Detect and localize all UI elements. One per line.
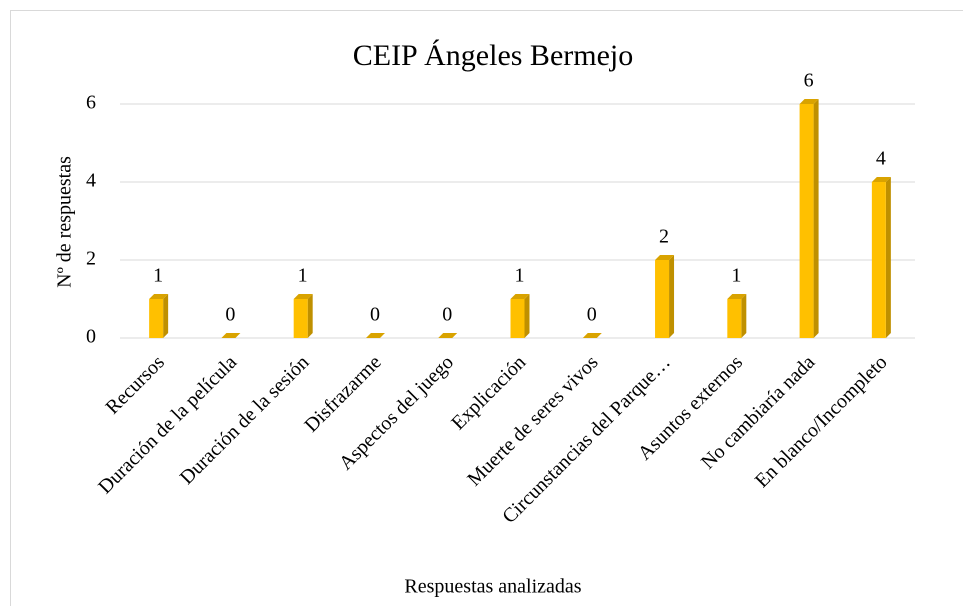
value-label: 1 (153, 265, 163, 287)
bar-top (655, 255, 675, 260)
bar-top (510, 294, 530, 299)
bar-top (799, 99, 819, 104)
bar-side (741, 294, 747, 338)
y-tick-label: 4 (86, 170, 96, 192)
bar-top (582, 333, 602, 338)
bar (799, 104, 814, 338)
bar (655, 260, 670, 338)
x-tick-label: Duración de la sesión (176, 351, 314, 489)
bar-side (669, 255, 675, 338)
chart-border (10, 10, 963, 606)
bar (510, 299, 525, 338)
bar-side (524, 294, 530, 338)
bar (727, 299, 742, 338)
bar-top (438, 333, 458, 338)
y-tick-label: 6 (86, 92, 96, 114)
bar-top (871, 177, 891, 182)
x-tick-label: Muerte de seres vivos (463, 351, 602, 490)
bar-top (727, 294, 747, 299)
value-label: 1 (515, 265, 525, 287)
value-label: 1 (731, 265, 741, 287)
bar-side (813, 99, 819, 338)
y-tick-label: 0 (86, 326, 96, 348)
value-label: 4 (876, 148, 886, 170)
bar (293, 299, 308, 338)
bar-side (885, 177, 891, 338)
bar-top (365, 333, 385, 338)
x-tick-label: En blanco/Incompleto (751, 351, 892, 492)
y-axis-title: Nº de respuestas (54, 156, 76, 288)
value-label: 2 (659, 226, 669, 248)
value-label: 1 (298, 265, 308, 287)
x-axis-title: Respuestas analizadas (404, 576, 581, 598)
x-tick-label: Recursos (102, 351, 170, 419)
bar-top (221, 333, 241, 338)
chart-title: CEIP Ángeles Bermejo (353, 39, 634, 72)
value-label: 6 (804, 70, 814, 92)
x-tick-label: Duración de la película (94, 351, 241, 498)
y-tick-label: 2 (86, 248, 96, 270)
bar-top (149, 294, 169, 299)
bar-side (163, 294, 169, 338)
value-label: 0 (587, 304, 597, 326)
value-label: 0 (370, 304, 380, 326)
value-label: 0 (225, 304, 235, 326)
bar (871, 182, 886, 338)
bar (149, 299, 164, 338)
bar-side (307, 294, 313, 338)
bar-top (293, 294, 313, 299)
value-label: 0 (442, 304, 452, 326)
